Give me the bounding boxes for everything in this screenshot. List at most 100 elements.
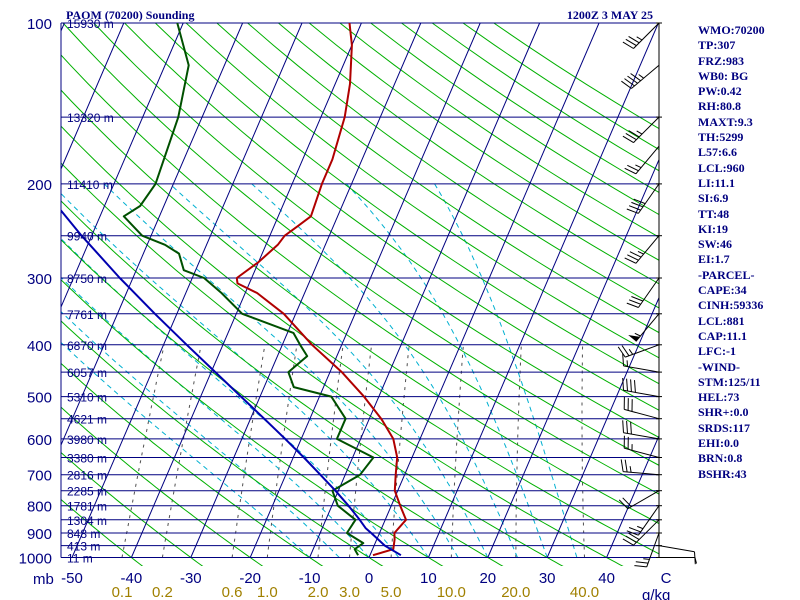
moist-adiabat bbox=[61, 311, 340, 558]
height-label: 1781 m bbox=[67, 500, 107, 514]
stability-indices-panel: WMO:70200 TP:307 FRZ:983 WB0: BG PW:0.42 RH:8… bbox=[698, 23, 765, 482]
wind-barb bbox=[621, 64, 660, 89]
mixing-ratio-label: 0.1 bbox=[112, 584, 133, 600]
stat-item: CAP:11.1 bbox=[698, 328, 747, 343]
wind-barb bbox=[622, 22, 660, 49]
wind-barb bbox=[634, 532, 660, 568]
stat-item: LFC:-1 bbox=[698, 344, 736, 359]
stat-item: CAPE:34 bbox=[698, 283, 747, 298]
height-label: 6870 m bbox=[67, 339, 107, 353]
pressure-label: 200 bbox=[27, 177, 52, 194]
dry-adiabat bbox=[62, 23, 659, 466]
temperature-trace bbox=[235, 23, 407, 557]
dry-adiabat bbox=[247, 23, 659, 309]
height-label: 5310 m bbox=[67, 391, 107, 405]
mixing-ratio-label: 0.6 bbox=[222, 584, 243, 600]
height-label: 2816 m bbox=[67, 469, 107, 483]
stat-item: TT:48 bbox=[698, 206, 730, 221]
stat-item: -PARCEL- bbox=[698, 267, 755, 282]
dry-adiabat bbox=[93, 23, 659, 439]
stat-item: TP:307 bbox=[698, 38, 736, 53]
temperature-tick-label: C bbox=[661, 570, 672, 587]
sounding-traces bbox=[61, 23, 407, 557]
wind-barb bbox=[618, 490, 660, 510]
stat-item: RH:80.8 bbox=[698, 99, 741, 114]
wind-barb bbox=[622, 377, 660, 398]
pressure-label: 900 bbox=[27, 526, 52, 543]
mixing-ratio-label: 1.0 bbox=[257, 584, 278, 600]
dry-adiabat bbox=[216, 23, 659, 334]
stat-item: LI:11.1 bbox=[698, 175, 736, 190]
wind-barb bbox=[623, 396, 660, 420]
height-label: 6057 m bbox=[67, 366, 107, 380]
mixing-ratio-unit-label: g/kg bbox=[642, 587, 670, 600]
isotherm-line bbox=[61, 23, 184, 309]
temperature-tick-label: -30 bbox=[180, 570, 202, 587]
mixing-ratio-label: 20.0 bbox=[501, 584, 530, 600]
dry-adiabat bbox=[61, 125, 659, 555]
stat-item: LCL:960 bbox=[698, 160, 745, 175]
temperature-tick-label: 20 bbox=[479, 570, 496, 587]
dry-adiabat bbox=[61, 406, 264, 566]
isotherm-line bbox=[130, 23, 362, 558]
mixing-ratio-label: 40.0 bbox=[570, 584, 599, 600]
mixing-ratio-label: 3.0 bbox=[339, 584, 360, 600]
height-label: 3380 m bbox=[67, 452, 107, 466]
stat-item: KI:19 bbox=[698, 221, 728, 236]
dry-adiabat bbox=[154, 23, 659, 385]
height-label: 2285 m bbox=[67, 485, 107, 499]
isotherm-line bbox=[61, 23, 125, 171]
stat-item: STM:125/11 bbox=[698, 374, 761, 389]
temperature-tick-label: -50 bbox=[61, 570, 83, 587]
isotherm-line bbox=[71, 23, 303, 558]
temperature-tick-label: 30 bbox=[539, 570, 556, 587]
parcel-trace bbox=[61, 209, 402, 557]
mixing-ratio-label: 5.0 bbox=[381, 584, 402, 600]
isotherms bbox=[61, 23, 659, 558]
stat-item: EHI:0.0 bbox=[698, 436, 740, 451]
dry-adiabat bbox=[61, 362, 324, 566]
wind-barb bbox=[626, 277, 660, 308]
isotherm-line bbox=[190, 23, 422, 558]
dry-adiabat bbox=[124, 23, 659, 411]
stat-item: PW:0.42 bbox=[698, 84, 742, 99]
height-label: 4621 m bbox=[67, 413, 107, 427]
stat-item: BSHR:43 bbox=[698, 466, 747, 481]
wind-barb bbox=[626, 183, 660, 214]
isotherm-line bbox=[368, 23, 600, 558]
height-label: 9940 m bbox=[67, 230, 107, 244]
wind-barbs bbox=[617, 22, 697, 568]
mixing-ratio-label: 0.2 bbox=[152, 584, 173, 600]
wind-barb bbox=[622, 116, 660, 144]
height-label: 15930 m bbox=[67, 17, 114, 31]
dry-adiabat bbox=[61, 239, 504, 566]
pressure-unit-label: mb bbox=[33, 571, 54, 588]
pressure-label: 800 bbox=[27, 499, 52, 516]
isotherm-line bbox=[61, 23, 244, 447]
height-label: 7761 m bbox=[67, 308, 107, 322]
isotherm-line bbox=[546, 296, 659, 558]
wind-barb bbox=[626, 505, 660, 536]
wind-barb bbox=[624, 145, 660, 175]
station-title: PAOM (70200) Sounding bbox=[66, 8, 194, 22]
dry-adiabat bbox=[61, 162, 624, 566]
dry-adiabat bbox=[61, 498, 144, 566]
dry-adiabat bbox=[185, 23, 659, 359]
pressure-label: 300 bbox=[27, 271, 52, 288]
pressure-label: 700 bbox=[27, 468, 52, 485]
stat-item: TH:5299 bbox=[698, 130, 744, 145]
isotherm-line bbox=[309, 23, 541, 558]
height-label: 848 m bbox=[67, 527, 100, 541]
stat-item: SW:46 bbox=[698, 237, 733, 252]
height-label: 413 m bbox=[67, 540, 100, 554]
height-label: 11410 m bbox=[67, 178, 113, 192]
temperature-tick-label: -40 bbox=[121, 570, 143, 587]
wind-barb bbox=[622, 519, 660, 546]
stat-item: FRZ:983 bbox=[698, 53, 744, 68]
stat-item: SI:6.9 bbox=[698, 191, 729, 206]
stat-item: LCL:881 bbox=[698, 313, 745, 328]
dewpoint-trace bbox=[122, 23, 375, 556]
